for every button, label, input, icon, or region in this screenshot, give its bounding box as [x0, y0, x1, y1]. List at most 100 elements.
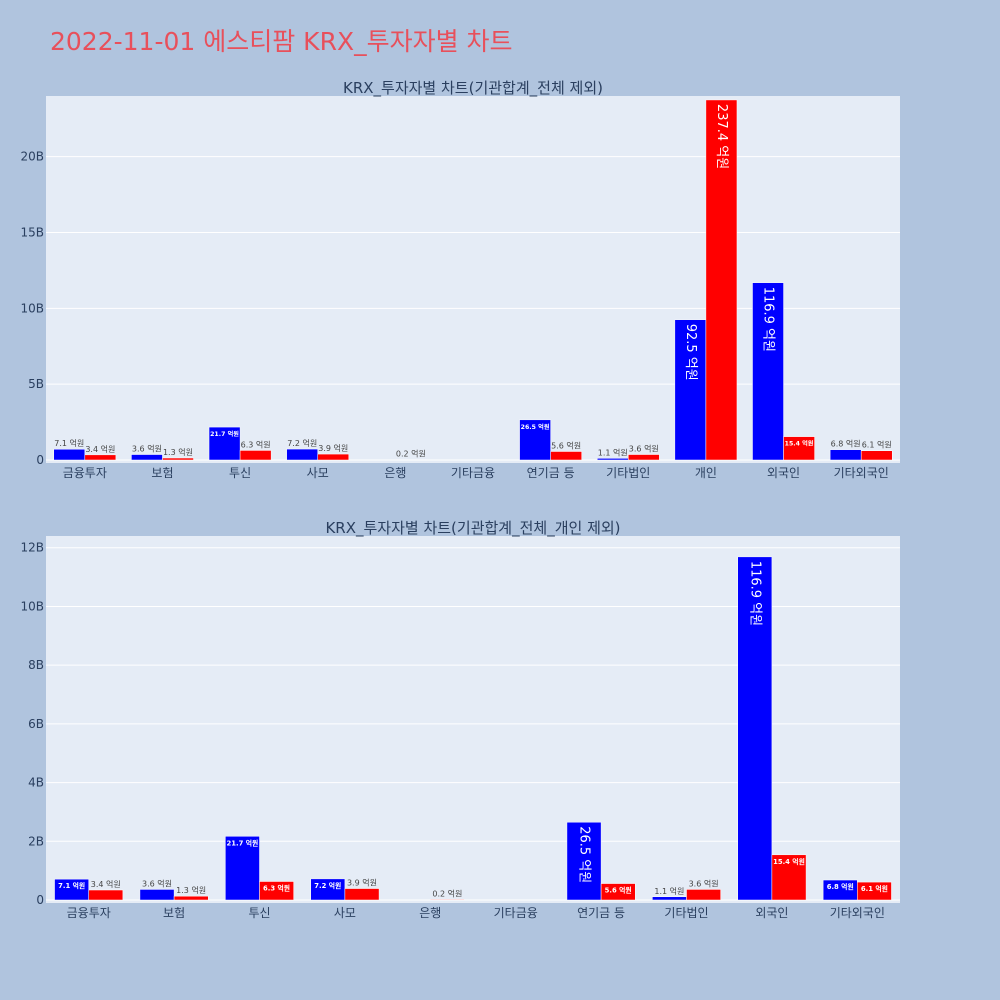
bar-buy — [737, 556, 773, 901]
x-tick-label: 은행 — [384, 465, 406, 480]
data-label: 6.3 억원 — [263, 884, 290, 893]
bar-sell — [686, 889, 721, 901]
data-label: 3.9 억원 — [347, 878, 377, 888]
y-tick-label: 5B — [28, 377, 44, 391]
y-tick-label: 0 — [36, 893, 44, 907]
bar-sell — [173, 895, 209, 901]
x-tick-label: 연기금 등 — [527, 466, 575, 480]
data-label: 3.6 억원 — [132, 444, 162, 454]
bar-sell — [317, 453, 350, 461]
chart-title: KRX_투자자별 차트(기관합계_전체_개인 제외) — [325, 519, 620, 538]
data-label: 6.1 억원 — [861, 884, 888, 893]
x-tick-label: 외국인 — [755, 906, 788, 920]
x-tick-label: 투신 — [248, 906, 270, 920]
bar-buy — [225, 836, 260, 901]
bar-buy — [131, 454, 163, 461]
bar-sell — [430, 899, 465, 901]
bar-sell — [857, 881, 892, 901]
x-tick-label: 연기금 등 — [577, 906, 625, 920]
x-tick-label: 기타법인 — [606, 466, 650, 480]
data-label: 21.7 억원 — [227, 838, 259, 847]
data-label: 3.6 억원 — [142, 878, 172, 888]
y-tick-label: 20B — [20, 150, 44, 164]
y-tick-label: 12B — [20, 541, 44, 555]
x-tick-label: 금융투자 — [63, 466, 107, 480]
y-tick-label: 10B — [20, 599, 44, 613]
bar-sell — [705, 99, 738, 461]
data-label: 21.7 억원 — [210, 430, 239, 438]
data-label: 5.6 억원 — [605, 886, 632, 895]
data-label: 116.9 억원 — [747, 561, 762, 626]
data-label: 7.2 억원 — [314, 881, 341, 890]
bar-sell — [344, 888, 380, 901]
x-tick-label: 금융투자 — [67, 906, 111, 920]
x-tick-label: 보험 — [163, 906, 185, 920]
chart-2: KRX_투자자별 차트(기관합계_전체_개인 제외) 0 2B 4B 6B 8B 10B 12… — [20, 519, 900, 920]
y-tick-label: 10B — [20, 301, 44, 315]
data-label: 26.5 억원 — [577, 826, 592, 883]
bar-buy — [286, 448, 318, 461]
bar-sell — [88, 889, 124, 901]
data-label: 6.8 억원 — [827, 882, 854, 891]
x-tick-label: 외국인 — [767, 466, 800, 480]
x-tick-label: 기타금융 — [451, 466, 495, 480]
x-tick-label: 투신 — [229, 466, 251, 480]
bar-buy — [674, 319, 707, 461]
bar-buy — [139, 889, 175, 901]
y-tick-label: 4B — [28, 776, 44, 790]
bar-sell — [550, 451, 582, 461]
x-tick-label: 은행 — [419, 905, 441, 920]
data-label: 1.1 억원 — [598, 447, 628, 457]
data-label: 0.2 억원 — [396, 449, 426, 459]
data-label: 3.4 억원 — [91, 879, 121, 889]
data-label: 7.1 억원 — [58, 881, 85, 890]
bar-buy — [54, 878, 89, 901]
x-tick-label: 기타외국인 — [834, 466, 889, 480]
y-tick-label: 2B — [28, 834, 44, 848]
bar-sell — [628, 454, 660, 461]
bar-buy — [596, 458, 629, 461]
x-tick-label: 보험 — [151, 466, 173, 480]
x-tick-label: 기타법인 — [664, 906, 708, 920]
data-label: 3.9 억원 — [318, 443, 348, 453]
bar-sell — [600, 883, 636, 901]
data-label: 7.2 억원 — [287, 438, 317, 448]
data-label: 3.6 억원 — [689, 878, 719, 888]
bar-buy — [566, 821, 602, 901]
y-tick-label: 8B — [28, 658, 44, 672]
x-tick-label: 사모 — [334, 906, 356, 920]
data-label: 7.1 억원 — [54, 438, 84, 448]
bar-sell — [84, 454, 117, 461]
data-label: 6.1 억원 — [862, 440, 892, 450]
bar-buy — [752, 282, 784, 461]
chart-1: KRX_투자자별 차트(기관합계_전체 제외) 0 5B 10B 15B 20B 금융투자 7… — [20, 79, 900, 480]
data-label: 1.1 억원 — [654, 886, 684, 896]
x-tick-label: 개인 — [695, 466, 717, 480]
bar-sell — [162, 457, 194, 461]
x-tick-label: 기타외국인 — [830, 906, 885, 920]
data-label: 92.5 억원 — [683, 324, 698, 381]
bar-buy — [208, 426, 241, 461]
data-label: 6.8 억원 — [831, 439, 861, 449]
bar-sell — [771, 854, 807, 901]
bar-buy — [519, 419, 551, 461]
data-label: 15.4 억원 — [785, 440, 814, 448]
chart-title: KRX_투자자별 차트(기관합계_전체 제외) — [343, 79, 603, 98]
x-tick-label: 사모 — [307, 466, 329, 480]
bar-sell — [783, 436, 815, 461]
data-label: 116.9 억원 — [761, 287, 776, 352]
bar-sell — [860, 450, 893, 461]
data-label: 0.2 억원 — [432, 888, 462, 898]
y-tick-label: 6B — [28, 717, 44, 731]
x-tick-label: 기타금융 — [494, 906, 538, 920]
data-label: 3.4 억원 — [85, 444, 115, 454]
data-label: 6.3 억원 — [241, 439, 271, 449]
bar-buy — [829, 449, 862, 461]
page-title: 2022-11-01 에스티팜 KRX_투자자별 차트 — [50, 27, 513, 56]
y-tick-label: 15B — [20, 226, 44, 240]
bar-sell — [259, 881, 294, 901]
data-label: 3.6 억원 — [629, 444, 659, 454]
y-tick-label: 0 — [36, 453, 44, 467]
data-label: 5.6 억원 — [551, 441, 581, 451]
